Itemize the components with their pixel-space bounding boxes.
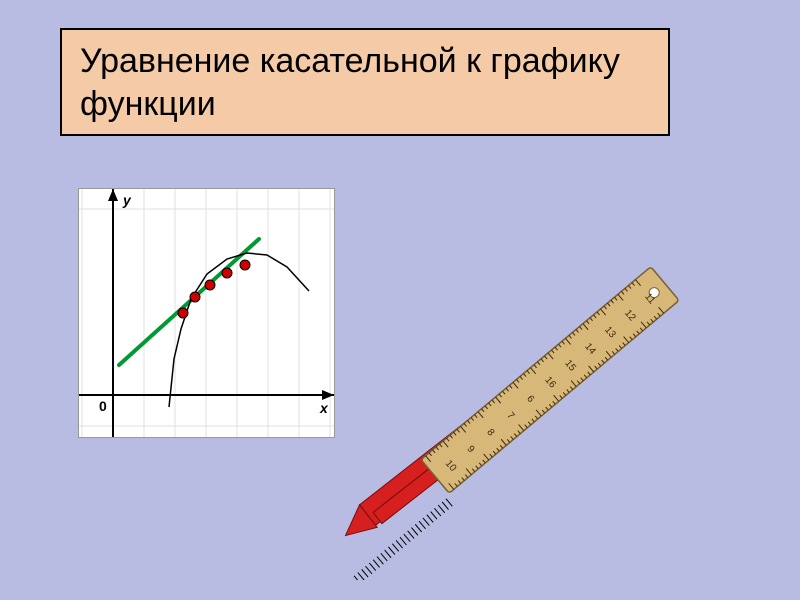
title-box: Уравнение касательной к графику функции [60,28,670,136]
svg-text:x: x [319,400,329,416]
svg-text:6: 6 [524,394,536,406]
svg-text:8: 8 [484,427,496,439]
svg-text:15: 15 [562,358,578,374]
svg-text:0: 0 [99,398,107,414]
svg-text:12: 12 [622,308,638,324]
ruler-area: 10 9876 1615141312 11 [300,200,750,580]
svg-text:10: 10 [443,458,459,474]
title-text: Уравнение касательной к графику функции [80,42,620,123]
svg-text:11: 11 [642,291,657,306]
svg-text:13: 13 [602,325,618,341]
svg-text:14: 14 [582,341,598,357]
svg-text:16: 16 [542,375,558,391]
chart-svg: y x 0 [79,189,334,437]
svg-text:7: 7 [504,410,516,422]
ruler-svg: 10 9876 1615141312 11 [300,200,750,580]
tangent-chart: y x 0 [78,188,335,438]
svg-text:y: y [122,192,132,208]
svg-text:9: 9 [464,444,476,456]
